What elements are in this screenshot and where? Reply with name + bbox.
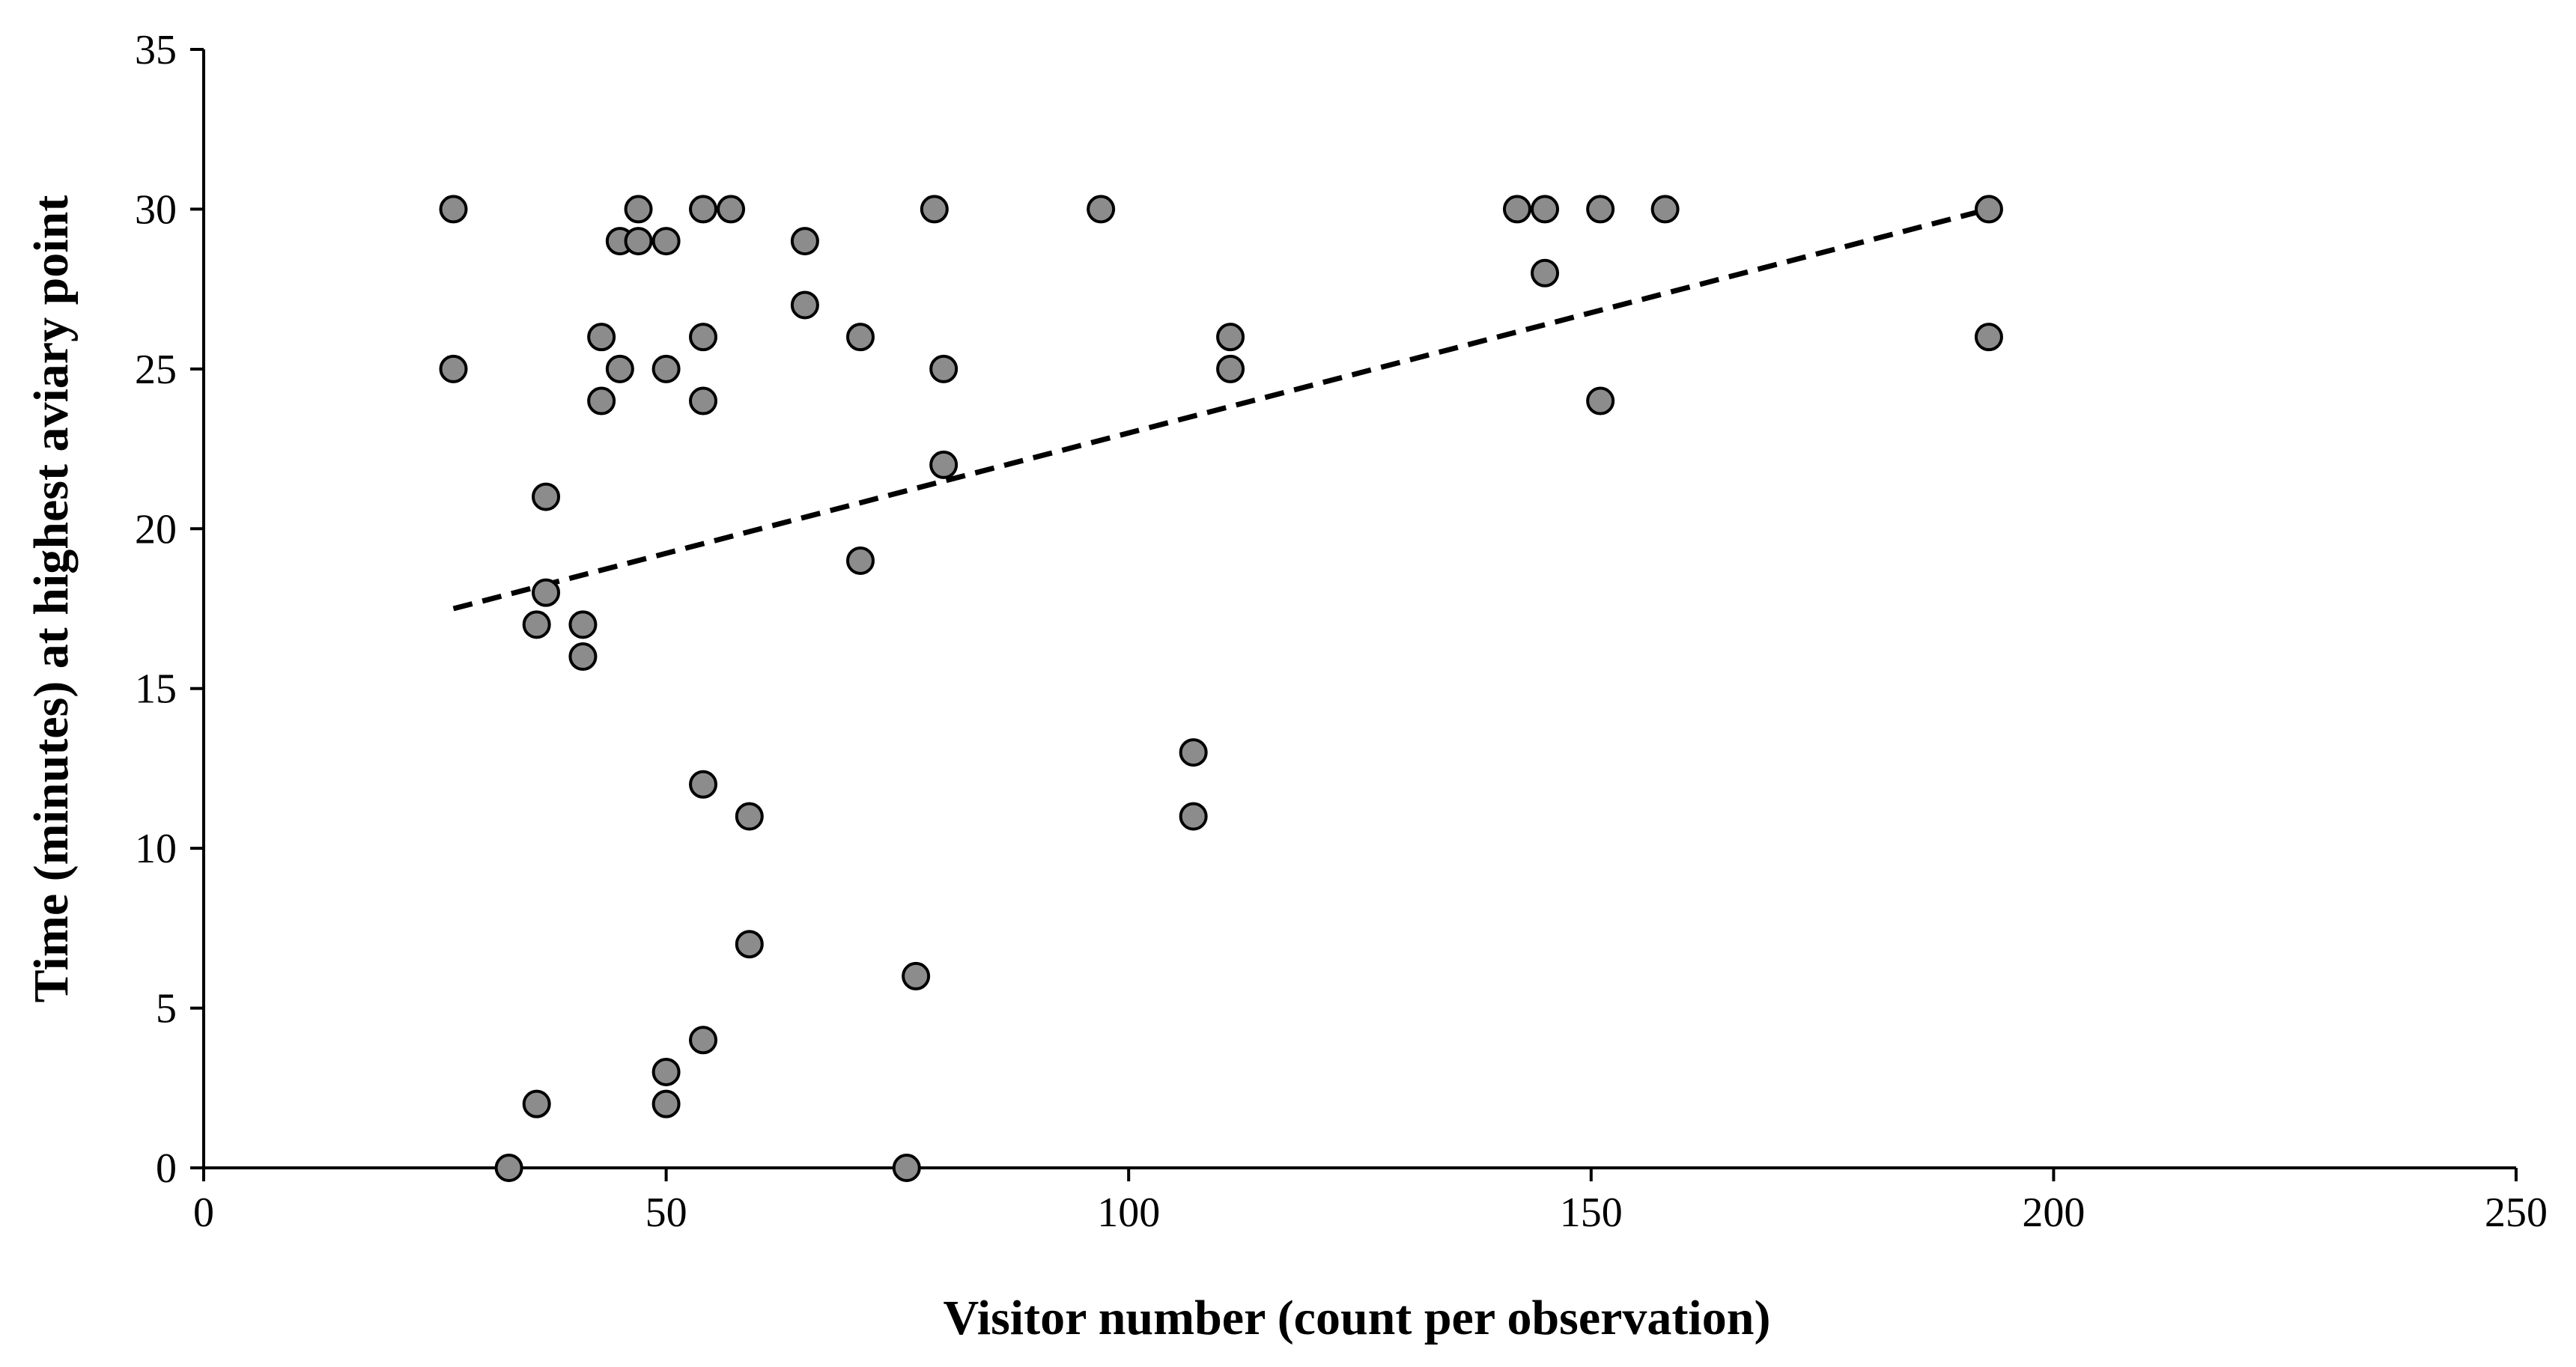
data-point	[1087, 195, 1116, 224]
data-point	[689, 1026, 718, 1055]
trendline-layer	[452, 207, 1990, 612]
x-tick-label: 150	[1560, 1190, 1623, 1236]
data-point	[735, 930, 764, 959]
data-point	[532, 578, 561, 607]
data-point	[439, 195, 468, 224]
data-point	[689, 195, 718, 224]
data-point	[929, 354, 959, 383]
data-point	[605, 354, 634, 383]
x-tick-label: 200	[2022, 1190, 2085, 1236]
data-point	[845, 323, 875, 352]
data-point	[522, 610, 551, 639]
data-point	[651, 1057, 681, 1086]
x-axis-ticks: 0 50 100 150 200 250	[193, 1168, 2548, 1236]
y-axis-ticks: 0 5 10 15 20 25 30 35	[135, 27, 204, 1192]
y-tick-label: 20	[135, 506, 177, 552]
data-point	[1650, 195, 1680, 224]
data-points	[439, 195, 2003, 1182]
data-point	[624, 195, 653, 224]
data-point	[1216, 323, 1245, 352]
axes	[202, 49, 2516, 1169]
data-point	[568, 610, 598, 639]
data-point	[651, 1089, 681, 1118]
data-point	[651, 354, 681, 383]
data-point	[624, 227, 653, 256]
data-point	[1531, 258, 1560, 287]
y-tick-label: 0	[156, 1145, 177, 1192]
data-point	[717, 195, 746, 224]
data-point	[1502, 195, 1531, 224]
y-tick-label: 5	[156, 986, 177, 1032]
y-tick-label: 25	[135, 347, 177, 393]
y-tick-label: 35	[135, 27, 177, 73]
data-point	[735, 802, 764, 831]
data-point	[689, 323, 718, 352]
x-tick-label: 0	[193, 1190, 214, 1236]
data-point	[1179, 738, 1208, 767]
data-point	[790, 227, 819, 256]
x-tick-label: 250	[2485, 1190, 2548, 1236]
data-point	[892, 1154, 921, 1182]
y-tick-label: 30	[135, 186, 177, 233]
data-point	[1586, 386, 1615, 415]
trendline	[452, 207, 1990, 612]
data-point	[587, 386, 616, 415]
data-point	[1586, 195, 1615, 224]
y-tick-label: 15	[135, 666, 177, 713]
data-point	[790, 290, 819, 320]
y-axis-title: Time (minutes) at highest aviary point	[24, 195, 79, 1003]
data-point	[494, 1154, 523, 1182]
data-point	[439, 354, 468, 383]
data-point	[532, 482, 561, 511]
data-point	[568, 642, 598, 672]
data-point	[1531, 195, 1560, 224]
data-point	[902, 961, 931, 990]
x-axis-title: Visitor number (count per observation)	[944, 1291, 1771, 1345]
data-point	[1216, 354, 1245, 383]
data-point	[1974, 323, 2003, 352]
data-point	[689, 386, 718, 415]
y-tick-label: 10	[135, 826, 177, 872]
data-point	[522, 1089, 551, 1118]
x-tick-label: 100	[1097, 1190, 1160, 1236]
data-point	[845, 546, 875, 575]
x-tick-label: 50	[645, 1190, 687, 1236]
data-point	[920, 195, 949, 224]
data-point	[929, 450, 959, 479]
data-point	[1974, 195, 2003, 224]
data-point	[689, 770, 718, 799]
data-point	[651, 227, 681, 256]
data-point	[587, 323, 616, 352]
data-point	[1179, 802, 1208, 831]
